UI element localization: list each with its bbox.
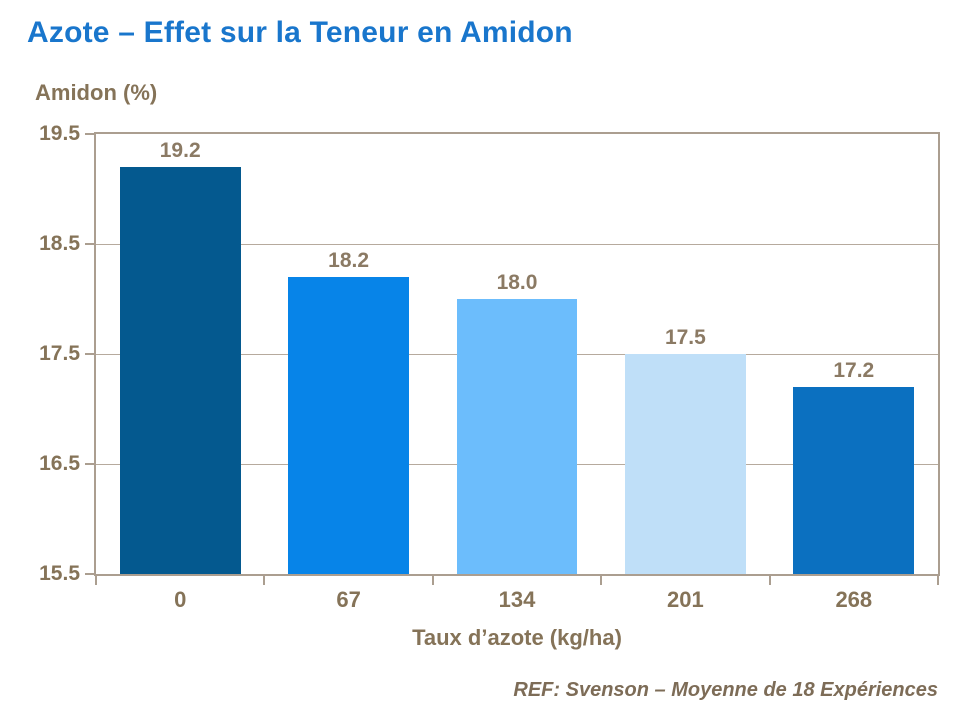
y-axis-tick: [85, 573, 94, 575]
bar-value-label: 19.2: [159, 139, 201, 162]
y-axis-title: Amidon (%): [35, 80, 158, 105]
x-category-label: 268: [835, 587, 873, 612]
x-axis-tick: [263, 576, 266, 585]
bar-value-label: 18.2: [328, 249, 370, 272]
y-tick-label: 18.5: [39, 232, 80, 255]
y-axis-tick: [85, 353, 94, 355]
y-axis-tick: [85, 463, 94, 465]
reference-note: REF: Svenson – Moyenne de 18 Expériences: [513, 679, 938, 701]
bar-0: [119, 167, 241, 574]
plot-area: 19.5 18.5 17.5 16.5 15.5 19.2 0 18.2 67 18.0 134 17…: [39, 122, 940, 612]
bar-201: [624, 354, 746, 574]
x-axis-tick: [600, 576, 603, 585]
chart-title: Azote – Effet sur la Teneur en Amidon: [27, 16, 573, 49]
bar-value-label: 17.2: [833, 359, 875, 382]
bar-value-label: 17.5: [664, 326, 706, 349]
y-tick-label: 17.5: [39, 342, 80, 365]
y-tick-label: 16.5: [39, 452, 80, 475]
x-axis-tick: [768, 576, 771, 585]
x-category-label: 201: [667, 587, 704, 612]
x-axis-tick: [937, 576, 939, 585]
x-category-label: 134: [498, 587, 536, 612]
y-tick-label: 15.5: [39, 562, 80, 585]
bar-134: [456, 299, 578, 574]
x-axis-tick: [95, 576, 97, 585]
bar-67: [288, 277, 409, 574]
y-axis-tick: [85, 243, 94, 245]
y-tick-label: 19.5: [39, 122, 80, 145]
x-category-label: 0: [174, 587, 187, 612]
y-axis-tick: [85, 133, 94, 135]
bar-268: [793, 387, 915, 574]
x-axis-title: Taux d’azote (kg/ha): [412, 625, 622, 650]
bar-value-label: 18.0: [496, 271, 538, 294]
x-category-label: 67: [336, 587, 361, 612]
x-axis-tick: [431, 576, 434, 585]
gridline: [96, 244, 938, 245]
